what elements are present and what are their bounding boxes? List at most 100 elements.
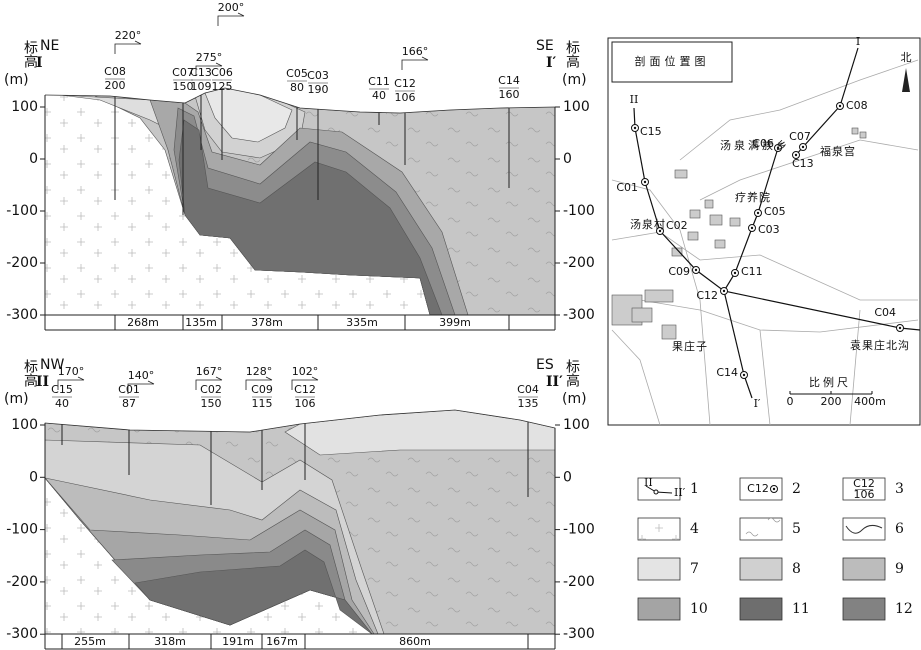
legend-curve bbox=[845, 524, 883, 534]
azimuth-flag bbox=[114, 40, 142, 54]
map-well-dot bbox=[750, 226, 754, 230]
map-well-dot bbox=[756, 211, 760, 215]
legend-number: 2 bbox=[792, 481, 801, 497]
well-elevation: 106 bbox=[395, 91, 416, 104]
y-tick-label: -200 bbox=[6, 574, 38, 590]
azimuth: 166° bbox=[402, 45, 429, 58]
azimuth: 200° bbox=[218, 1, 245, 14]
azimuth-flag bbox=[195, 62, 223, 76]
map-well-label: C08 bbox=[846, 99, 868, 112]
legend-number: 4 bbox=[690, 521, 699, 537]
sky bbox=[45, 370, 555, 432]
map-well-label: C03 bbox=[758, 223, 780, 236]
well-elevation: 125 bbox=[212, 80, 233, 93]
well-elevation: 200 bbox=[105, 79, 126, 92]
well-name: C04 bbox=[517, 383, 539, 396]
y-tick-label: -300 bbox=[6, 626, 38, 642]
map-section-label: I′ bbox=[754, 397, 761, 410]
map-well-label: C02 bbox=[666, 219, 688, 232]
legend-symbol-text: II′ bbox=[674, 486, 686, 499]
well-name: C09 bbox=[251, 383, 273, 396]
azimuth-flag bbox=[245, 376, 273, 390]
map-well-label: C12 bbox=[696, 289, 718, 302]
map-well-label: C09 bbox=[668, 265, 690, 278]
place-name: 汤泉满族乡 bbox=[720, 138, 790, 152]
building bbox=[709, 214, 723, 226]
well-name: C02 bbox=[200, 383, 222, 396]
y-tick-label: -100 bbox=[6, 203, 38, 219]
map-well-label: C04 bbox=[874, 306, 896, 319]
scale-bar bbox=[789, 391, 873, 395]
legend-number: 9 bbox=[895, 561, 904, 577]
azimuth: 128° bbox=[246, 365, 273, 378]
legend-number: 7 bbox=[690, 561, 699, 577]
y-tick-label: -200 bbox=[563, 255, 595, 271]
distance: 335m bbox=[346, 316, 378, 329]
axis-label: 标高 bbox=[22, 359, 38, 387]
legend-swatch bbox=[637, 597, 681, 621]
y-tick-label: -100 bbox=[563, 203, 595, 219]
distance: 399m bbox=[439, 316, 471, 329]
building bbox=[661, 324, 677, 340]
road bbox=[611, 231, 918, 301]
map-section-label: II bbox=[630, 93, 639, 106]
section-marker: II′ bbox=[546, 374, 563, 390]
well-name: C12 bbox=[394, 77, 416, 90]
y-tick-label: 0 bbox=[563, 151, 572, 167]
legend-number: 6 bbox=[895, 521, 904, 537]
legend-symbol-text: II bbox=[644, 476, 653, 489]
building bbox=[671, 247, 683, 257]
road bbox=[611, 329, 661, 426]
legend-swatch bbox=[842, 597, 886, 621]
y-tick-label: -100 bbox=[563, 522, 595, 538]
well-elevation: 115 bbox=[252, 397, 273, 410]
distance: 167m bbox=[266, 635, 298, 648]
legend-swatch bbox=[842, 477, 886, 501]
road bbox=[849, 309, 861, 426]
y-tick-label: 0 bbox=[29, 469, 38, 485]
legend-number: 1 bbox=[690, 481, 699, 497]
well-elevation: 150 bbox=[201, 397, 222, 410]
map-well-label: C11 bbox=[741, 265, 763, 278]
distance: 378m bbox=[251, 316, 283, 329]
map-well-dot bbox=[633, 126, 637, 130]
place-name: 汤泉村 bbox=[630, 217, 666, 231]
map-well-label: C06 bbox=[752, 137, 774, 150]
north: 北 bbox=[901, 51, 912, 64]
legend-number: 8 bbox=[792, 561, 801, 577]
building bbox=[631, 307, 653, 323]
map-well-label: C01 bbox=[616, 181, 638, 194]
legend-symbol-text: 106 bbox=[854, 488, 875, 501]
building bbox=[644, 289, 674, 303]
legend-swatch bbox=[842, 517, 886, 541]
distance: 268m bbox=[127, 316, 159, 329]
legend-well-dot bbox=[772, 487, 776, 491]
azimuth-flag bbox=[291, 376, 319, 390]
scale-label: 比例尺 bbox=[809, 375, 851, 389]
distance: 318m bbox=[154, 635, 186, 648]
map-well-dot bbox=[742, 373, 746, 377]
axis-label: 标高 bbox=[564, 359, 580, 387]
building bbox=[704, 199, 714, 209]
place-name: 福泉宫 bbox=[820, 144, 856, 158]
y-tick-label: 100 bbox=[11, 99, 38, 115]
azimuth-flag bbox=[401, 56, 429, 70]
map-well-label: C05 bbox=[764, 205, 786, 218]
azimuth: 220° bbox=[115, 29, 142, 42]
map-well-label: C14 bbox=[716, 366, 738, 379]
legend-number: 11 bbox=[792, 601, 810, 617]
y-tick-label: 0 bbox=[29, 151, 38, 167]
place-name: 疗养院 bbox=[735, 190, 771, 204]
section-marker: I′ bbox=[546, 55, 557, 71]
road bbox=[759, 329, 771, 426]
y-tick-label: -300 bbox=[563, 307, 595, 323]
map-well-dot bbox=[694, 268, 698, 272]
azimuth-flag bbox=[127, 380, 155, 394]
section-line bbox=[795, 47, 859, 156]
map-well-label: C07 bbox=[789, 130, 811, 143]
building bbox=[674, 169, 688, 179]
axis-label: 标高 bbox=[564, 40, 580, 68]
scale-tick: 0 bbox=[787, 395, 794, 408]
building bbox=[687, 231, 699, 241]
well-name: C06 bbox=[211, 66, 233, 79]
